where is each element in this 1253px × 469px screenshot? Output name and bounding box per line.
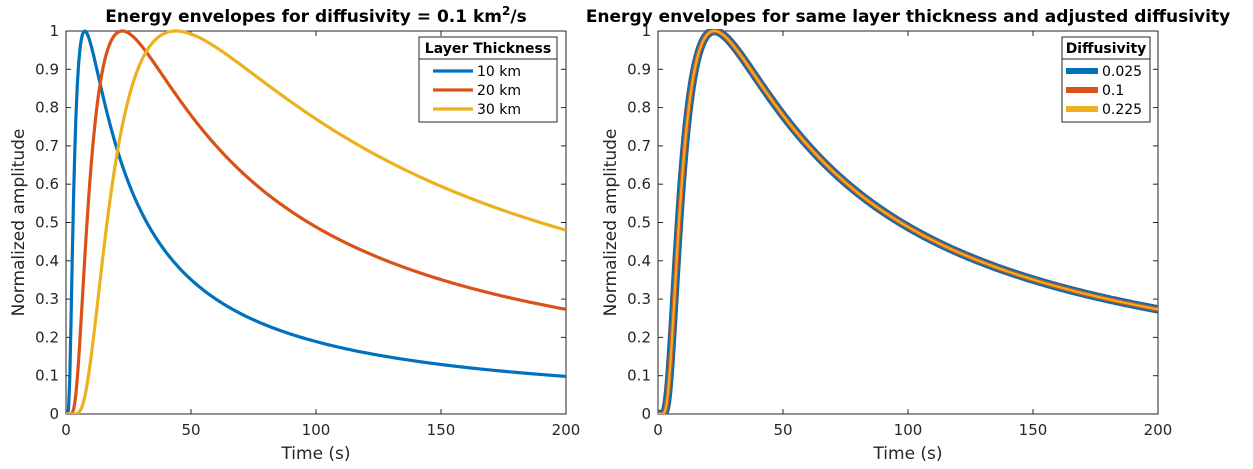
chart-panel-1: 0 50 100 150 200 0 0.1 0.2 0.3 0.4 0.5 0.6 0.7 0.8 0.9… xyxy=(9,4,580,464)
y-tick-label: 0.3 xyxy=(35,290,59,308)
x-tick-label: 0 xyxy=(61,421,71,439)
y-tick-label: 1 xyxy=(49,22,59,40)
y-tick-label: 0 xyxy=(641,405,651,423)
legend-label: 20 km xyxy=(477,83,521,99)
chart-title: Energy envelopes for same layer thicknes… xyxy=(586,7,1230,27)
y-tick-label: 0.4 xyxy=(35,252,59,270)
y-tick-label: 0.9 xyxy=(627,60,651,78)
chart-panel-2: 0 50 100 150 200 0 0.1 0.2 0.3 0.4 0.5 0.6 0.7 0.8 0.9… xyxy=(586,7,1230,464)
y-axis-label: Normalized amplitude xyxy=(9,129,29,317)
y-tick-label: 0.4 xyxy=(627,252,651,270)
x-axis-label: Time (s) xyxy=(872,444,942,464)
legend: Layer Thickness 10 km 20 km 30 km xyxy=(418,36,558,123)
chart-title: Energy envelopes for diffusivity = 0.1 k… xyxy=(105,4,526,27)
y-tick-label: 0.8 xyxy=(627,99,651,117)
x-tick-label: 100 xyxy=(894,421,923,439)
legend-label: 0.025 xyxy=(1102,64,1142,80)
y-tick-label: 0.2 xyxy=(627,328,651,346)
series-line-30-km xyxy=(66,29,566,414)
y-tick-label: 0 xyxy=(49,405,59,423)
legend-label: 0.1 xyxy=(1102,83,1124,99)
x-tick-label: 200 xyxy=(552,421,581,439)
legend-title: Layer Thickness xyxy=(425,41,551,57)
series-line-20-km xyxy=(66,29,566,414)
series-line-10-km xyxy=(66,29,566,414)
legend-label: 10 km xyxy=(477,64,521,80)
y-tick-label: 0.5 xyxy=(35,214,59,232)
y-tick-label: 0.8 xyxy=(35,99,59,117)
y-tick-label: 0.6 xyxy=(627,175,651,193)
x-axis-label: Time (s) xyxy=(280,444,350,464)
x-tick-label: 50 xyxy=(773,421,792,439)
y-tick-label: 0.9 xyxy=(35,60,59,78)
series-line-0.225 xyxy=(658,29,1158,414)
x-tick-label: 0 xyxy=(653,421,663,439)
legend-label: 30 km xyxy=(477,102,521,118)
legend-label: 0.225 xyxy=(1102,102,1142,118)
x-tick-label: 150 xyxy=(427,421,456,439)
y-tick-label: 0.2 xyxy=(35,328,59,346)
y-tick-label: 0.7 xyxy=(35,137,59,155)
y-tick-label: 0.3 xyxy=(627,290,651,308)
y-tick-label: 0.5 xyxy=(627,214,651,232)
x-tick-label: 200 xyxy=(1144,421,1173,439)
x-tick-label: 50 xyxy=(181,421,200,439)
y-tick-label: 0.1 xyxy=(627,367,651,385)
y-axis-label: Normalized amplitude xyxy=(601,129,621,317)
legend: Diffusivity 0.025 0.1 0.225 xyxy=(1061,36,1151,123)
x-tick-label: 150 xyxy=(1019,421,1048,439)
y-tick-label: 0.1 xyxy=(35,367,59,385)
y-tick-label: 0.6 xyxy=(35,175,59,193)
y-tick-label: 1 xyxy=(641,22,651,40)
y-tick-label: 0.7 xyxy=(627,137,651,155)
legend-title: Diffusivity xyxy=(1066,41,1147,57)
x-tick-label: 100 xyxy=(302,421,331,439)
